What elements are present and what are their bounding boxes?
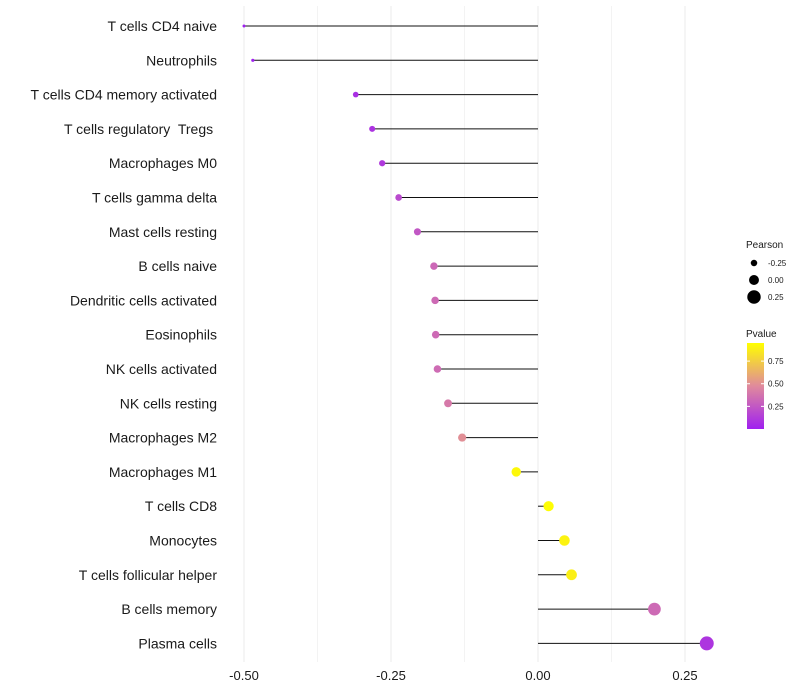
y-category-label: NK cells activated: [106, 361, 217, 377]
y-category-label: Macrophages M0: [109, 155, 217, 171]
pvalue-legend-title: Pvalue: [746, 329, 777, 340]
stems: [244, 25, 707, 644]
y-category-label: T cells gamma delta: [92, 190, 217, 206]
point: [511, 467, 521, 477]
point: [430, 262, 438, 270]
point: [543, 501, 554, 512]
pearson-legend: Pearson -0.25 0.00 0.25: [746, 240, 787, 304]
point: [431, 296, 439, 305]
grid-lines: [243, 6, 686, 662]
points: [242, 24, 714, 651]
y-category-label: B cells memory: [121, 601, 217, 617]
point: [369, 125, 376, 132]
point: [242, 24, 246, 28]
x-tick-label: 0.00: [525, 668, 550, 683]
y-category-label: NK cells resting: [120, 395, 217, 411]
pearson-legend-label: 0.00: [768, 276, 784, 285]
y-category-label: T cells CD4 memory activated: [31, 87, 217, 103]
point: [566, 569, 577, 581]
y-category-label: Macrophages M2: [109, 430, 217, 446]
y-category-label: Monocytes: [149, 533, 217, 549]
y-category-label: Eosinophils: [145, 327, 217, 343]
x-tick-label: 0.25: [672, 668, 697, 683]
point: [444, 399, 452, 408]
y-category-label: Macrophages M1: [109, 464, 217, 480]
y-category-label: T cells follicular helper: [79, 567, 218, 583]
y-category-label: Dendritic cells activated: [70, 292, 217, 308]
pvalue-legend-label: 0.25: [768, 402, 784, 411]
y-category-label: T cells regulatory Tregs: [64, 121, 217, 137]
point: [379, 160, 386, 167]
y-category-label: T cells CD4 naive: [108, 18, 218, 34]
y-category-label: T cells CD8: [145, 498, 217, 514]
y-axis-labels: T cells CD4 naive Neutrophils T cells CD4 …: [31, 18, 218, 651]
y-category-label: Plasma cells: [138, 635, 217, 651]
point: [559, 535, 570, 546]
pvalue-legend-label: 0.75: [768, 357, 784, 366]
point: [648, 602, 661, 616]
pvalue-legend: Pvalue 0.75 0.50 0.25: [746, 329, 784, 429]
point: [413, 228, 422, 236]
pearson-legend-title: Pearson: [746, 240, 783, 251]
y-category-label: B cells naive: [138, 258, 217, 274]
x-axis-labels: -0.50 -0.25 0.00 0.25: [229, 668, 697, 683]
y-category-label: Neutrophils: [146, 52, 217, 68]
x-tick-label: -0.25: [376, 668, 406, 683]
pvalue-legend-label: 0.50: [768, 380, 784, 389]
point: [251, 58, 255, 62]
point: [352, 91, 359, 98]
pearson-legend-key: [750, 259, 758, 267]
y-category-label: Mast cells resting: [109, 224, 217, 240]
point: [699, 636, 714, 651]
point: [433, 365, 442, 373]
point: [458, 433, 467, 442]
pearson-legend-key: [747, 290, 761, 304]
point: [395, 194, 402, 201]
pvalue-colorbar: [747, 343, 764, 429]
point: [431, 330, 440, 339]
pearson-legend-key: [749, 275, 759, 285]
pearson-legend-label: -0.25: [768, 259, 787, 268]
x-tick-label: -0.50: [229, 668, 259, 683]
pearson-legend-label: 0.25: [768, 293, 784, 302]
